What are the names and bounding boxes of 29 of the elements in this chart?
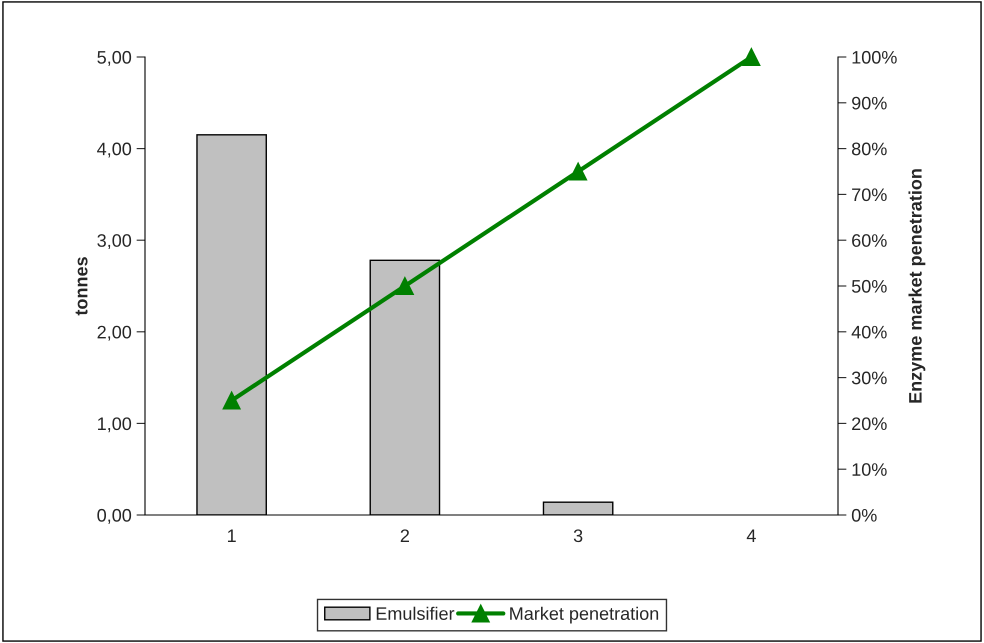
y2-axis-title: Enzyme market penetration [908,169,926,403]
y2-tick-label: 0% [852,508,877,522]
y2-tick-label: 60% [852,234,887,247]
x-tick-label: 3 [574,529,582,542]
legend-label: Market penetration [510,606,658,624]
y-tick-label: 2,00 [98,326,132,341]
y2-tick-label: 50% [852,280,887,293]
y2-tick-label: 90% [852,96,887,110]
y2-tick-label: 100% [852,50,897,64]
x-tick-label: 1 [228,530,236,542]
y-tick-label: 4,00 [97,142,132,158]
y2-tick-label: 40% [852,326,887,339]
point [396,276,414,296]
y-tick-label: 3,00 [97,234,132,250]
point [742,48,760,66]
legend-label: Emulsifier [376,606,454,620]
point [222,391,241,410]
y-tick-label: 0,00 [97,508,132,524]
y2-tick-label: 20% [852,417,887,430]
y-axis-title: tonnes [76,257,88,316]
x-tick-label: 4 [746,530,756,542]
y2-tick-label: 30% [852,372,887,384]
point [569,162,588,181]
y-tick-label: 5,00 [97,50,132,66]
y2-tick-label: 70% [852,188,887,202]
y-tick-label: 1,00 [98,417,132,432]
y2-tick-label: 10% [852,463,887,476]
y2-tick-label: 80% [852,142,887,156]
x-tick-label: 2 [400,529,409,542]
